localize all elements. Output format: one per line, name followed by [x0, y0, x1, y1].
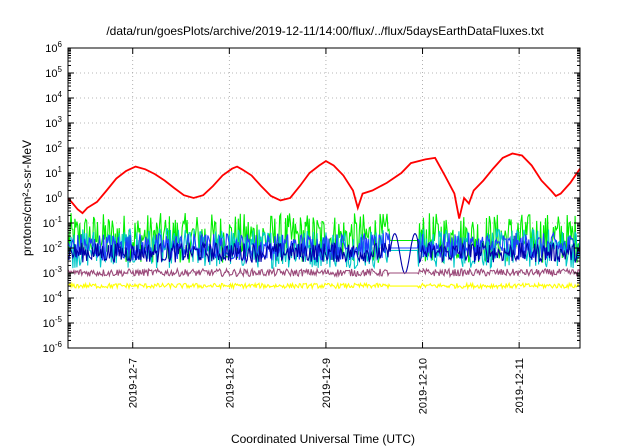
y-tick-label: 100 [45, 190, 62, 205]
x-tick-label: 2019-12-10 [418, 358, 430, 414]
y-tick-label: 102 [45, 140, 62, 155]
x-axis-label: Coordinated Universal Time (UTC) [231, 432, 415, 446]
chart-title: /data/run/goesPlots/archive/2019-12-11/1… [106, 24, 544, 38]
x-tick-label: 2019-12-7 [128, 358, 140, 408]
flux-series-line [67, 212, 581, 264]
series-layer [67, 152, 581, 291]
x-tick-label: 2019-12-9 [321, 358, 333, 408]
y-tick-label: 10-3 [43, 265, 63, 280]
y-tick-label: 106 [45, 40, 62, 55]
y-tick-label: 105 [45, 65, 62, 80]
y-tick-label: 101 [45, 165, 62, 180]
x-tick-label: 2019-12-8 [224, 358, 236, 408]
flux-series-line-red [67, 152, 581, 219]
y-tick-label: 103 [45, 115, 62, 130]
y-tick-label: 10-4 [43, 290, 63, 305]
y-tick-label: 104 [45, 90, 62, 105]
y-axis-label: protons/cm²-s-sr-MeV [20, 140, 34, 256]
y-tick-label: 10-5 [43, 315, 63, 330]
y-tick-label: 10-1 [43, 215, 63, 230]
x-tick-label: 2019-12-11 [514, 358, 526, 413]
flux-series-line [67, 266, 581, 279]
y-tick-label: 10-2 [43, 240, 63, 255]
plot-frame [67, 47, 581, 349]
grid-lines [68, 48, 580, 348]
y-tick-label: 10-6 [43, 340, 63, 355]
flux-series-line [67, 281, 580, 291]
flux-series-line [67, 232, 581, 275]
